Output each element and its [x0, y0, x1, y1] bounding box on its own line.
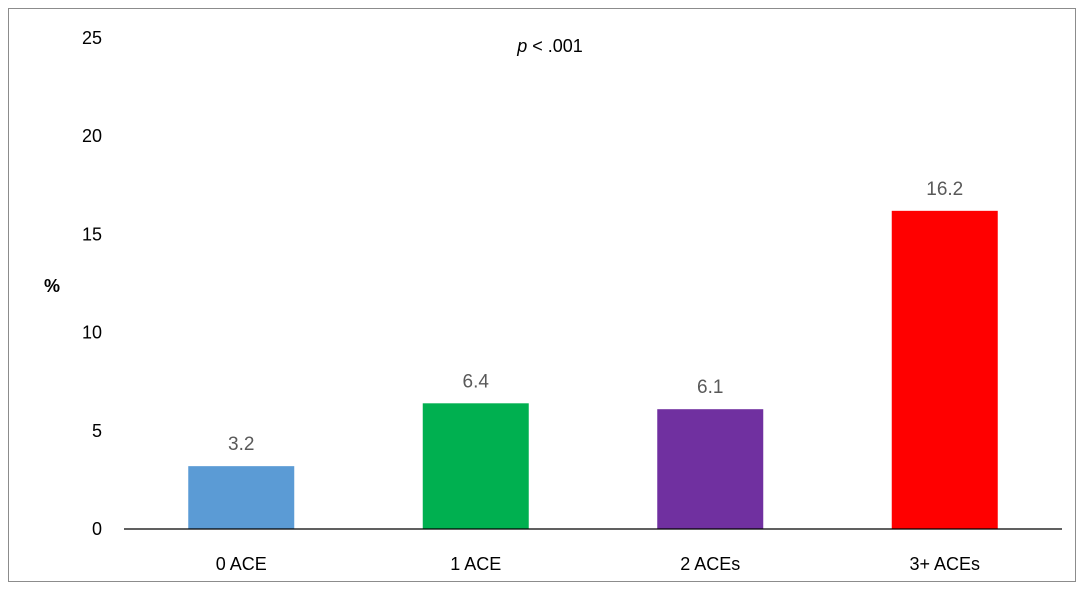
- data-labels: 3.2 6.4 6.1 16.2: [228, 179, 963, 455]
- y-tick-label: 0: [92, 519, 102, 539]
- bar: [422, 403, 529, 529]
- y-tick-label: 10: [82, 323, 102, 343]
- x-category-label: 0 ACE: [216, 554, 267, 574]
- bar-data-label: 6.1: [697, 377, 723, 398]
- annotation-italic: p: [516, 36, 527, 56]
- y-tick-label: 15: [82, 224, 102, 244]
- x-axis-categories: 0 ACE 1 ACE 2 ACEs 3+ ACEs: [216, 554, 980, 574]
- bar: [657, 409, 764, 529]
- bar-data-label: 6.4: [463, 371, 490, 392]
- x-category-label: 2 ACEs: [680, 554, 740, 574]
- y-tick-label: 20: [82, 126, 102, 146]
- bar: [188, 466, 295, 529]
- annotation-text: < .001: [527, 36, 583, 56]
- y-axis-label: %: [44, 276, 60, 296]
- bar-data-label: 3.2: [228, 434, 254, 455]
- x-category-label: 1 ACE: [450, 554, 501, 574]
- x-category-label: 3+ ACEs: [909, 554, 980, 574]
- y-tick-label: 5: [92, 421, 102, 441]
- bars: [188, 210, 998, 529]
- bar-data-label: 16.2: [926, 179, 963, 200]
- y-tick-label: 25: [82, 28, 102, 48]
- significance-annotation: p < .001: [516, 36, 583, 56]
- y-axis-ticks: 0 5 10 15 20 25: [82, 28, 102, 539]
- bar: [891, 210, 998, 529]
